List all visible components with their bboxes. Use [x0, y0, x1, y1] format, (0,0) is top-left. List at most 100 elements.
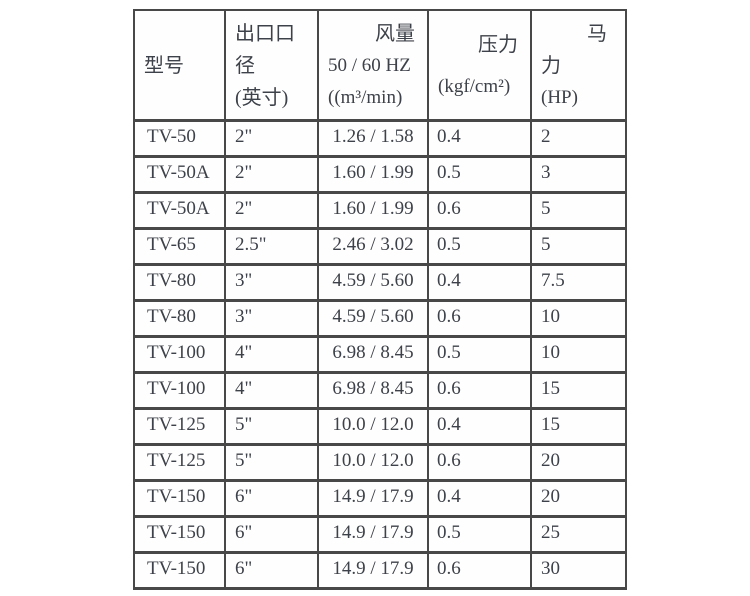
table-row: TV-100 4" 6.98 / 8.45 0.6 15 — [133, 370, 627, 410]
cell-model: TV-150 — [133, 514, 226, 554]
cell-power: 5 — [530, 190, 627, 230]
column-header-airflow: 风量 50 / 60 HZ ((m³/min) — [317, 9, 429, 122]
table-row: TV-150 6" 14.9 / 17.9 0.4 20 — [133, 478, 627, 518]
header-line: 50 / 60 HZ — [328, 54, 411, 76]
header-row: 型号 出口口 径 (英寸) 风量 50 / 60 HZ ((m³/min) — [133, 9, 627, 122]
cell-airflow: 2.46 / 3.02 — [317, 226, 429, 266]
cell-outlet: 6" — [224, 514, 319, 554]
table-row: TV-125 5" 10.0 / 12.0 0.4 15 — [133, 406, 627, 446]
cell-model: TV-80 — [133, 262, 226, 302]
cell-airflow: 14.9 / 17.9 — [317, 550, 429, 590]
cell-outlet: 6" — [224, 478, 319, 518]
header-line: 压力 — [478, 33, 518, 56]
header-line: (HP) — [541, 86, 578, 108]
spec-table-body: TV-50 2" 1.26 / 1.58 0.4 2 TV-50A 2" 1.60 / 1.9… — [133, 118, 627, 590]
table-row: TV-125 5" 10.0 / 12.0 0.6 20 — [133, 442, 627, 482]
column-header-outlet: 出口口 径 (英寸) — [224, 9, 319, 122]
cell-pressure: 0.4 — [427, 478, 532, 518]
cell-model: TV-150 — [133, 550, 226, 590]
cell-pressure: 0.5 — [427, 514, 532, 554]
cell-airflow: 4.59 / 5.60 — [317, 298, 429, 338]
cell-model: TV-100 — [133, 334, 226, 374]
cell-power: 15 — [530, 406, 627, 446]
cell-model: TV-50A — [133, 154, 226, 194]
header-line: 径 — [235, 54, 255, 77]
cell-airflow: 1.60 / 1.99 — [317, 190, 429, 230]
cell-model: TV-125 — [133, 442, 226, 482]
cell-airflow: 6.98 / 8.45 — [317, 334, 429, 374]
spec-table-header: 型号 出口口 径 (英寸) 风量 50 / 60 HZ ((m³/min) — [133, 9, 627, 122]
header-line: 风量 — [375, 23, 415, 45]
cell-power: 30 — [530, 550, 627, 590]
cell-pressure: 0.4 — [427, 262, 532, 302]
cell-model: TV-80 — [133, 298, 226, 338]
cell-airflow: 1.26 / 1.58 — [317, 118, 429, 158]
cell-power: 15 — [530, 370, 627, 410]
cell-model: TV-65 — [133, 226, 226, 266]
cell-power: 5 — [530, 226, 627, 266]
cell-outlet: 5" — [224, 406, 319, 446]
cell-power: 25 — [530, 514, 627, 554]
cell-power: 7.5 — [530, 262, 627, 302]
cell-outlet: 5" — [224, 442, 319, 482]
header-line: 出口口 — [235, 23, 295, 45]
table-row: TV-150 6" 14.9 / 17.9 0.5 25 — [133, 514, 627, 554]
column-header-power: 马 力 (HP) — [530, 9, 627, 122]
cell-airflow: 14.9 / 17.9 — [317, 514, 429, 554]
spec-table: 型号 出口口 径 (英寸) 风量 50 / 60 HZ ((m³/min) — [133, 9, 627, 590]
cell-power: 3 — [530, 154, 627, 194]
cell-outlet: 4" — [224, 370, 319, 410]
cell-outlet: 2" — [224, 154, 319, 194]
cell-outlet: 2" — [224, 118, 319, 158]
cell-outlet: 2.5" — [224, 226, 319, 266]
cell-pressure: 0.6 — [427, 442, 532, 482]
cell-model: TV-125 — [133, 406, 226, 446]
cell-airflow: 4.59 / 5.60 — [317, 262, 429, 302]
cell-pressure: 0.5 — [427, 154, 532, 194]
cell-outlet: 6" — [224, 550, 319, 590]
cell-outlet: 4" — [224, 334, 319, 374]
table-row: TV-50 2" 1.26 / 1.58 0.4 2 — [133, 118, 627, 158]
header-line: 型号 — [144, 54, 184, 77]
cell-power: 2 — [530, 118, 627, 158]
table-row: TV-80 3" 4.59 / 5.60 0.6 10 — [133, 298, 627, 338]
cell-airflow: 6.98 / 8.45 — [317, 370, 429, 410]
cell-pressure: 0.6 — [427, 370, 532, 410]
cell-outlet: 2" — [224, 190, 319, 230]
header-line: (英寸) — [235, 86, 289, 109]
cell-pressure: 0.6 — [427, 190, 532, 230]
cell-power: 20 — [530, 478, 627, 518]
cell-model: TV-100 — [133, 370, 226, 410]
cell-pressure: 0.5 — [427, 226, 532, 266]
table-row: TV-100 4" 6.98 / 8.45 0.5 10 — [133, 334, 627, 374]
cell-power: 20 — [530, 442, 627, 482]
column-header-model: 型号 — [133, 9, 226, 122]
cell-pressure: 0.6 — [427, 298, 532, 338]
table-row: TV-65 2.5" 2.46 / 3.02 0.5 5 — [133, 226, 627, 266]
cell-airflow: 14.9 / 17.9 — [317, 478, 429, 518]
cell-outlet: 3" — [224, 262, 319, 302]
column-header-pressure: 压力 (kgf/cm²) — [427, 9, 532, 122]
cell-pressure: 0.4 — [427, 118, 532, 158]
table-row: TV-50A 2" 1.60 / 1.99 0.5 3 — [133, 154, 627, 194]
cell-pressure: 0.4 — [427, 406, 532, 446]
cell-airflow: 10.0 / 12.0 — [317, 442, 429, 482]
header-line: (kgf/cm²) — [438, 75, 511, 97]
cell-airflow: 1.60 / 1.99 — [317, 154, 429, 194]
table-row: TV-150 6" 14.9 / 17.9 0.6 30 — [133, 550, 627, 590]
cell-power: 10 — [530, 334, 627, 374]
cell-pressure: 0.6 — [427, 550, 532, 590]
header-line: 力 — [541, 54, 561, 77]
header-line: 马 — [587, 23, 607, 45]
cell-power: 10 — [530, 298, 627, 338]
cell-model: TV-50A — [133, 190, 226, 230]
cell-outlet: 3" — [224, 298, 319, 338]
table-row: TV-50A 2" 1.60 / 1.99 0.6 5 — [133, 190, 627, 230]
cell-airflow: 10.0 / 12.0 — [317, 406, 429, 446]
table-row: TV-80 3" 4.59 / 5.60 0.4 7.5 — [133, 262, 627, 302]
cell-model: TV-150 — [133, 478, 226, 518]
cell-model: TV-50 — [133, 118, 226, 158]
header-line: ((m³/min) — [328, 86, 403, 108]
cell-pressure: 0.5 — [427, 334, 532, 374]
